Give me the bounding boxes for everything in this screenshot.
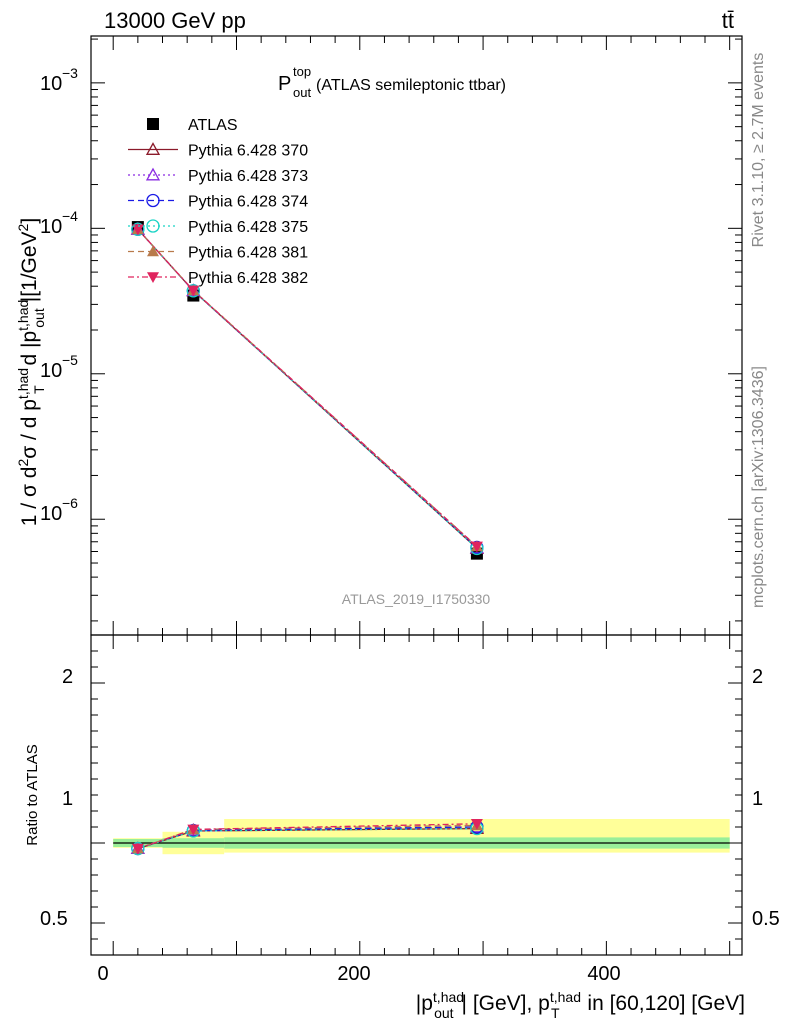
ratio-y-ticks xyxy=(91,650,742,940)
ratio-y-tick-label-1: 1 xyxy=(62,788,73,810)
main-y-tick-exp: −4 xyxy=(62,208,78,224)
main-y-tick-base: 10 xyxy=(40,216,62,238)
ratio-x-ticks xyxy=(112,635,731,955)
series-point xyxy=(187,285,200,297)
ratio-y-tick-label-0.5-right: 0.5 xyxy=(752,908,780,930)
legend-marker xyxy=(147,245,159,257)
legend-entry: Pythia 6.428 374 xyxy=(128,194,308,211)
legend: ATLAS Pythia 6.428 370 Pythia 6.428 373 Pyt… xyxy=(128,117,308,287)
ratio-series-point xyxy=(131,843,144,855)
main-y-ticks xyxy=(91,38,742,622)
x-tick-label-200: 200 xyxy=(337,963,370,985)
plot-title: P top out (ATLAS semileptonic ttbar) xyxy=(278,64,506,100)
series-point xyxy=(470,541,483,553)
ratio-y-tick-label-2-right: 2 xyxy=(752,666,763,688)
legend-label: Pythia 6.428 374 xyxy=(188,194,308,211)
legend-label: Pythia 6.428 381 xyxy=(188,245,308,262)
legend-entry: Pythia 6.428 382 xyxy=(128,270,308,287)
ratio-y-tick-label-2: 2 xyxy=(62,666,73,688)
ratio-plot: 2 1 0.5 2 1 0.5 Ratio to ATLAS xyxy=(24,634,780,956)
legend-label: Pythia 6.428 370 xyxy=(188,143,308,160)
x-axis-label-text: |pt,had out | [GeV], pt,had T in [60,120] [… xyxy=(416,989,745,1021)
legend-marker xyxy=(145,167,161,181)
main-marks xyxy=(130,221,485,560)
x-axis-label: |pt,had out | [GeV], pt,had T in [60,120] [… xyxy=(416,989,745,1021)
legend-entry: ATLAS xyxy=(147,117,238,134)
legend-label: Pythia 6.428 373 xyxy=(188,168,308,185)
main-plot: 10 −3 10 −4 10 −5 10 −6 P top out (ATLAS… xyxy=(40,35,743,636)
main-y-tick-exp: −5 xyxy=(62,352,78,368)
series-line xyxy=(137,228,478,547)
legend-label: Pythia 6.428 375 xyxy=(188,219,308,236)
legend-marker xyxy=(145,142,161,155)
legend-entry: Pythia 6.428 375 xyxy=(128,219,308,236)
main-y-tick-label-1e-3: 10 −3 xyxy=(40,65,78,95)
main-y-tick-label-1e-4: 10 −4 xyxy=(40,208,78,238)
main-y-tick-label-1e-6: 10 −6 xyxy=(40,495,78,525)
main-y-tick-base: 10 xyxy=(40,73,62,95)
legend-entry: Pythia 6.428 370 xyxy=(128,142,308,160)
main-y-tick-exp: −3 xyxy=(62,65,78,81)
x-tick-label-0: 0 xyxy=(97,963,108,985)
energy-label: 13000 GeV pp xyxy=(104,8,246,33)
legend-marker xyxy=(146,193,160,208)
site-label: mcplots.cern.ch [arXiv:1306.3436] xyxy=(750,366,767,608)
legend-label: ATLAS xyxy=(188,117,238,134)
rivet-label: Rivet 3.1.10, ≥ 2.7M events xyxy=(750,53,767,248)
title-rest: (ATLAS semileptonic ttbar) xyxy=(316,77,506,94)
ratio-marks xyxy=(130,819,485,856)
main-y-axis-label-text: 1 / σ d2σ / d pt,hadT d |pt,hadout|[1/Ge… xyxy=(15,218,47,526)
ratio-y-tick-label-0.5: 0.5 xyxy=(40,908,68,930)
title-sub: out xyxy=(293,85,311,100)
legend-entry: Pythia 6.428 373 xyxy=(128,167,308,185)
title-sup: top xyxy=(293,64,311,79)
series-point xyxy=(131,224,144,236)
ratio-bands xyxy=(113,819,730,855)
legend-marker xyxy=(147,118,159,130)
main-y-tick-label-1e-5: 10 −5 xyxy=(40,352,78,382)
ratio-series-point xyxy=(470,819,483,830)
analysis-id: ATLAS_2019_I1750330 xyxy=(342,591,491,607)
ratio-frame xyxy=(90,634,743,956)
legend-marker xyxy=(147,272,159,283)
main-y-tick-base: 10 xyxy=(40,360,62,382)
x-tick-label-400: 400 xyxy=(587,963,620,985)
main-y-axis-label: 1 / σ d2σ / d pt,hadT d |pt,hadout|[1/Ge… xyxy=(15,218,47,526)
ratio-series-point xyxy=(187,824,200,836)
legend-entry: Pythia 6.428 381 xyxy=(128,245,308,262)
main-y-tick-base: 10 xyxy=(40,503,62,525)
main-x-ticks xyxy=(112,36,731,635)
ratio-y-axis-label: Ratio to ATLAS xyxy=(24,744,41,845)
title-main: P xyxy=(278,73,291,95)
ratio-y-tick-label-1-right: 1 xyxy=(752,788,763,810)
legend-marker xyxy=(146,219,160,233)
process-label: tt̄ xyxy=(722,8,734,33)
legend-label: Pythia 6.428 382 xyxy=(188,270,308,287)
main-y-tick-exp: −6 xyxy=(62,495,78,511)
